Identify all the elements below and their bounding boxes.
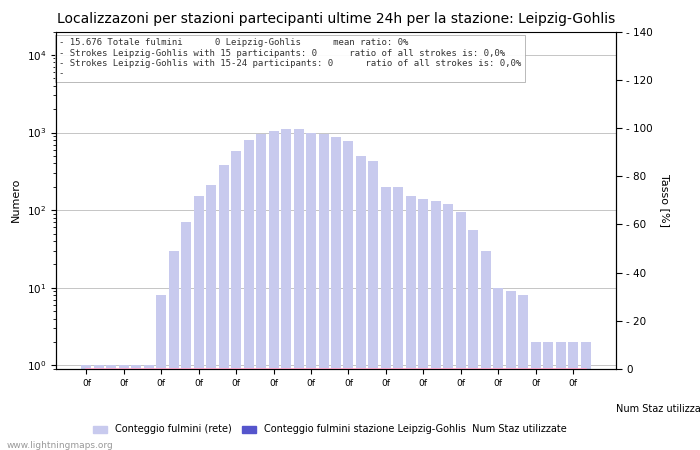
Bar	[331, 137, 341, 450]
Bar	[106, 365, 116, 450]
Bar	[419, 199, 428, 450]
Bar	[406, 197, 416, 450]
Bar	[356, 156, 366, 450]
Bar	[81, 365, 92, 450]
Bar	[194, 197, 204, 450]
Bar	[281, 129, 291, 450]
Legend: Partecipazione della stazione Leipzig-Gohlis %: Partecipazione della stazione Leipzig-Go…	[89, 448, 345, 450]
Bar	[256, 134, 266, 450]
Bar	[531, 342, 540, 450]
Text: Num Staz utilizzate: Num Staz utilizzate	[616, 404, 700, 414]
Bar	[556, 342, 566, 450]
Bar	[231, 152, 241, 450]
Bar	[456, 212, 466, 450]
Bar	[443, 204, 454, 450]
Bar	[306, 133, 316, 450]
Bar	[169, 251, 178, 450]
Bar	[269, 131, 279, 450]
Bar	[206, 185, 216, 450]
Bar	[393, 187, 403, 450]
Bar	[494, 288, 503, 450]
Bar	[468, 230, 478, 450]
Text: www.lightningmaps.org: www.lightningmaps.org	[7, 441, 113, 450]
Y-axis label: Tasso [%]: Tasso [%]	[660, 174, 670, 227]
Bar	[368, 161, 379, 450]
Bar	[568, 342, 578, 450]
Bar	[119, 365, 129, 450]
Y-axis label: Numero: Numero	[11, 178, 21, 222]
Bar	[430, 201, 441, 450]
Bar	[218, 165, 229, 450]
Bar	[293, 129, 304, 450]
Bar	[318, 134, 328, 450]
Bar	[156, 295, 167, 450]
Bar	[481, 251, 491, 450]
Bar	[132, 365, 141, 450]
Bar	[94, 365, 104, 450]
Bar	[543, 342, 553, 450]
Bar	[344, 141, 354, 450]
Bar	[505, 291, 516, 450]
Bar	[144, 365, 154, 450]
Bar	[181, 222, 191, 450]
Bar	[244, 140, 253, 450]
Bar	[518, 295, 528, 450]
Title: Localizzazoni per stazioni partecipanti ultime 24h per la stazione: Leipzig-Gohl: Localizzazoni per stazioni partecipanti …	[57, 12, 615, 26]
Bar	[381, 187, 391, 450]
Text: - 15.676 Totale fulmini      0 Leipzig-Gohlis      mean ratio: 0%
- Strokes Leip: - 15.676 Totale fulmini 0 Leipzig-Gohlis…	[59, 38, 521, 78]
Bar	[580, 342, 591, 450]
